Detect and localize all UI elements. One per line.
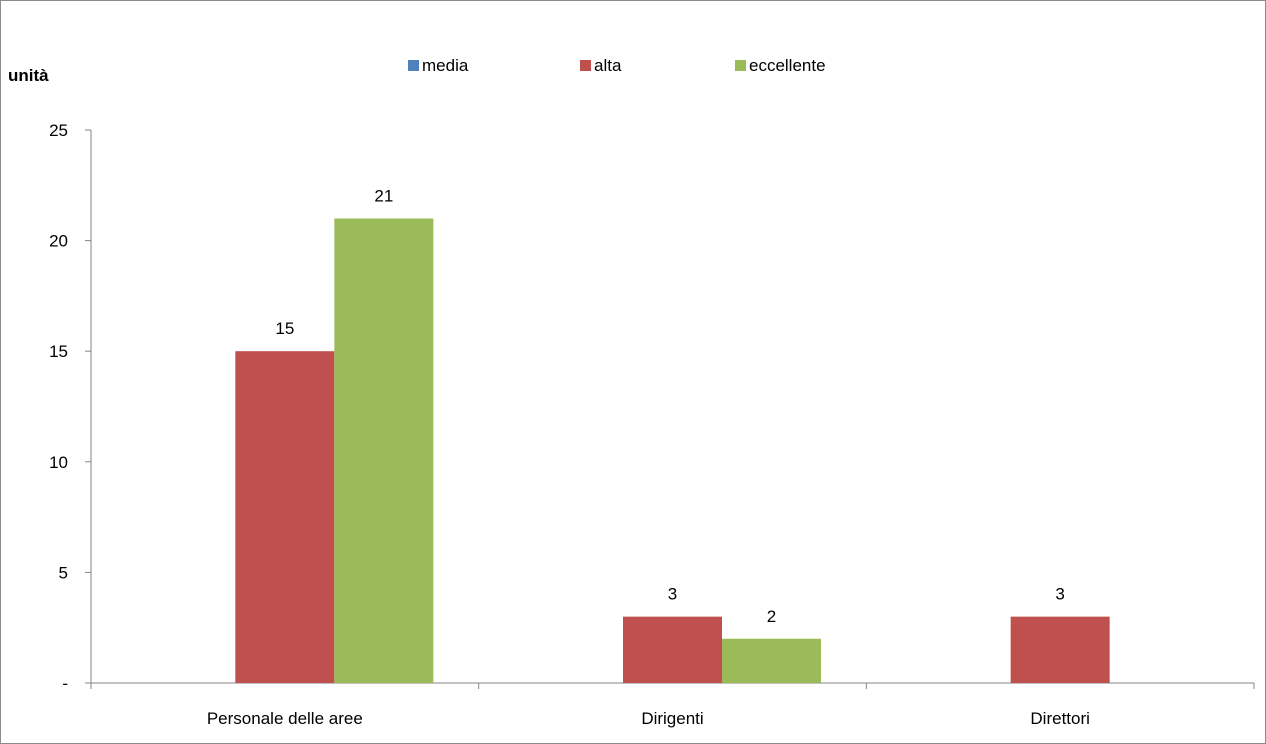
- y-axis: - 5 10 15 20 25: [49, 121, 92, 693]
- bar-alta: [235, 351, 335, 683]
- legend-swatch-eccellente: [735, 60, 746, 71]
- x-axis: Personale delle aree Dirigenti Direttori: [90, 682, 1255, 728]
- bar-eccellente: [334, 218, 434, 684]
- legend-swatch-alta: [580, 60, 591, 71]
- legend-label-alta: alta: [594, 56, 622, 75]
- data-label: 3: [1055, 585, 1064, 604]
- y-tick-label: 10: [49, 453, 68, 472]
- legend-swatch-media: [408, 60, 419, 71]
- data-label: 2: [767, 607, 776, 626]
- y-tick-label: 15: [49, 342, 68, 361]
- x-tick-label: Personale delle aree: [207, 709, 363, 728]
- data-label: 3: [668, 585, 677, 604]
- bars: [235, 218, 1110, 684]
- bar-alta: [1010, 616, 1110, 683]
- legend-label-media: media: [422, 56, 469, 75]
- bar-eccellente: [722, 638, 821, 683]
- y-tick-label: -: [62, 674, 68, 693]
- x-tick-label: Dirigenti: [641, 709, 703, 728]
- data-labels: 15 21 3 2 3: [275, 186, 1065, 625]
- bar-alta: [623, 616, 722, 683]
- y-tick-label: 5: [59, 563, 68, 582]
- y-axis-title: unità: [8, 66, 49, 85]
- y-tick-label: 25: [49, 121, 68, 140]
- data-label: 15: [275, 319, 294, 338]
- legend-label-eccellente: eccellente: [749, 56, 826, 75]
- legend: media alta eccellente: [408, 56, 826, 75]
- data-label: 21: [374, 186, 393, 205]
- y-tick-label: 20: [49, 232, 68, 251]
- x-tick-label: Direttori: [1030, 709, 1090, 728]
